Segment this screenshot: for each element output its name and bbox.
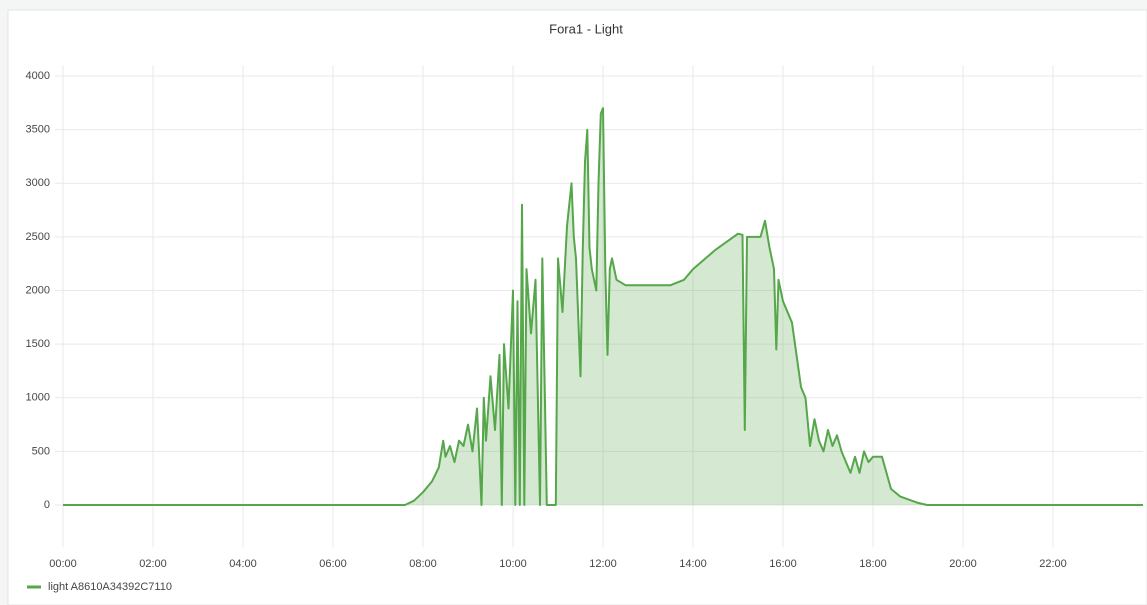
y-tick-label: 1500 — [26, 338, 50, 350]
x-tick-label: 18:00 — [859, 558, 887, 570]
area-fill — [63, 108, 1143, 506]
x-tick-label: 10:00 — [499, 558, 527, 570]
x-tick-label: 04:00 — [229, 558, 257, 570]
x-tick-label: 22:00 — [1039, 558, 1067, 570]
y-tick-label: 3000 — [26, 177, 50, 189]
y-tick-label: 2500 — [26, 231, 50, 243]
x-tick-label: 02:00 — [139, 558, 167, 570]
series-line — [63, 107, 1143, 506]
y-tick-label: 2000 — [26, 284, 50, 296]
y-tick-label: 1000 — [26, 392, 50, 404]
y-tick-label: 0 — [44, 499, 50, 511]
legend-label: light A8610A34392C7110 — [48, 581, 172, 593]
y-tick-label: 4000 — [26, 70, 50, 82]
y-tick-label: 500 — [32, 445, 50, 457]
chart-title: Fora1 - Light — [549, 21, 623, 36]
x-tick-label: 00:00 — [49, 558, 77, 570]
x-tick-label: 14:00 — [679, 558, 707, 570]
x-tick-label: 08:00 — [409, 558, 437, 570]
x-tick-label: 12:00 — [589, 558, 617, 570]
x-tick-label: 06:00 — [319, 558, 347, 570]
x-tick-label: 16:00 — [769, 558, 797, 570]
x-tick-label: 20:00 — [949, 558, 977, 570]
y-tick-label: 3500 — [26, 124, 50, 136]
